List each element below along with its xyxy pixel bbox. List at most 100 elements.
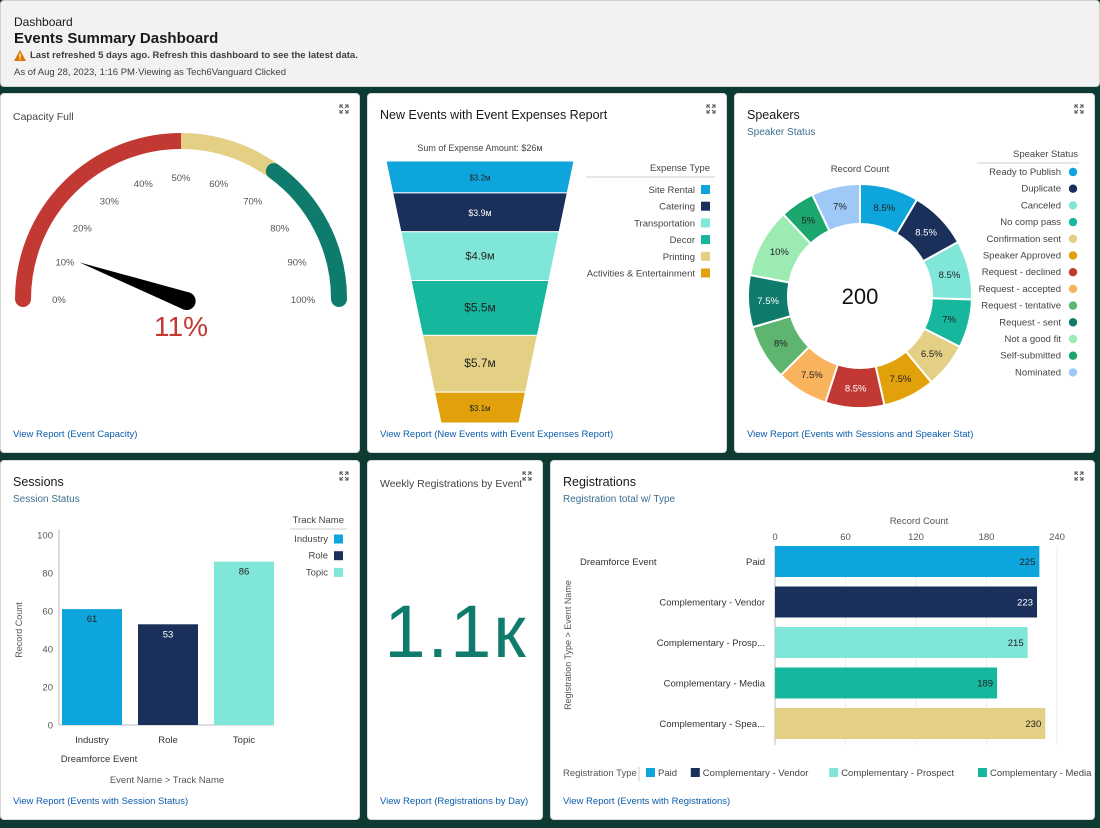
legend-item-label: Complementary - Prospect (841, 768, 954, 779)
legend-swatch (1068, 318, 1078, 327)
card-subtitle: Speaker Status (747, 127, 816, 138)
gauge-tick-label: 10% (55, 257, 75, 268)
donut-slice-label: 8.5% (845, 383, 867, 394)
legend-swatch (1068, 268, 1078, 277)
legend-swatch (1068, 351, 1078, 360)
legend-item-label: Activities & Entertainment (587, 269, 696, 280)
group-label: Dreamforce Event (580, 557, 657, 568)
legend-swatch (1068, 284, 1078, 294)
weekly-registrations-card: Weekly Registrations by Event 1.1к View … (367, 460, 543, 820)
legend-item-label: Printing (663, 252, 695, 263)
gauge-tick-label: 100% (291, 295, 316, 306)
warning-icon (14, 50, 26, 61)
legend-item-label: Industry (294, 534, 328, 545)
legend-swatch (1068, 201, 1078, 210)
expand-icon[interactable] (1074, 104, 1084, 114)
gauge-tick-label: 50% (171, 173, 191, 184)
registrations-card: Registrations Registration total w/ Type… (550, 460, 1095, 820)
y-tick-label: 0 (48, 721, 53, 732)
legend-item-label: Complementary - Media (990, 768, 1092, 779)
card-subtitle: Session Status (13, 494, 80, 505)
dashboard-header: Dashboard Events Summary Dashboard Last … (0, 0, 1100, 87)
y-axis-label: Record Count (14, 602, 24, 658)
bar (138, 624, 198, 725)
card-title: Sessions (13, 475, 64, 489)
donut-slice-label: 8.5% (915, 227, 937, 238)
view-report-link[interactable]: View Report (Event Capacity) (13, 429, 138, 440)
gauge-needle (79, 262, 190, 310)
registrations-bar-chart: Record Count 0 60 120 180 240 Registration Typ… (563, 516, 1092, 781)
warning-text: Last refreshed 5 days ago. Refresh this … (30, 50, 358, 61)
y-tick-label: 80 (42, 569, 53, 580)
legend-item-label: Request - accepted (979, 284, 1061, 295)
legend-item-label: Decor (670, 235, 695, 246)
expand-icon[interactable] (1074, 471, 1084, 481)
view-report-link[interactable]: View Report (Registrations by Day) (380, 796, 529, 807)
legend-swatch (1068, 368, 1078, 377)
gauge-tick-label: 0% (52, 295, 66, 306)
bar-value-label: 53 (163, 629, 174, 640)
sessions-card: Sessions Session Status 0 20 40 60 80 100 Reco… (0, 460, 360, 820)
metric-value: 1.1к (384, 590, 528, 673)
view-report-link[interactable]: View Report (Events with Registrations) (563, 796, 731, 807)
page-title: Events Summary Dashboard (14, 30, 219, 47)
card-title: New Events with Event Expenses Report (380, 108, 608, 122)
donut-slice-label: 7.5% (757, 296, 779, 307)
funnel-segment-label: $3.9м (468, 208, 491, 218)
y-axis-label: Registration Type > Event Name (563, 580, 573, 710)
y-tick-label: 20 (42, 683, 53, 694)
x-tick-label: Topic (233, 735, 255, 746)
view-report-link[interactable]: View Report (New Events with Event Expen… (380, 429, 614, 440)
card-title: Capacity Full (13, 111, 74, 123)
legend-swatch (829, 768, 839, 777)
gauge-band (180, 133, 279, 178)
funnel-sum-label: Sum of Expense Amount: $26м (417, 143, 542, 153)
x-axis-label: Event Name > Track Name (110, 775, 224, 786)
legend-swatch (690, 768, 700, 777)
legend-item-label: Paid (658, 768, 677, 779)
refresh-warning: Last refreshed 5 days ago. Refresh this … (14, 50, 1086, 61)
x-tick-label: Role (158, 735, 178, 746)
breadcrumb[interactable]: Dashboard (14, 15, 73, 29)
gauge-band (265, 163, 347, 307)
donut-slice-label: 7% (833, 202, 847, 213)
capacity-gauge: 0% 10% 20% 30% 40% 50% 60% 70% 80% 90% 100% 11% (15, 133, 347, 342)
gauge-tick-label: 30% (100, 196, 120, 207)
expand-icon[interactable] (706, 104, 716, 114)
expand-icon[interactable] (522, 471, 532, 481)
legend-item-label: Transportation (634, 218, 695, 229)
expand-icon[interactable] (339, 104, 349, 114)
legend-swatch (701, 235, 710, 245)
y-tick-label: Paid (746, 557, 765, 568)
card-title: Weekly Registrations by Event (380, 478, 523, 490)
view-report-link[interactable]: View Report (Events with Sessions and Sp… (747, 429, 974, 440)
donut-slice (810, 182, 861, 233)
as-of-text: As of Aug 28, 2023, 1:16 PM·Viewing as T… (14, 67, 286, 78)
legend-swatch (978, 768, 987, 777)
funnel-segment-label: $5.5м (464, 300, 496, 314)
x-tick-label: Industry (75, 735, 109, 746)
legend-item-label: Complementary - Vendor (703, 768, 809, 779)
expand-icon[interactable] (339, 471, 349, 481)
x-tick-label: 0 (772, 532, 777, 543)
bar-value-label: 230 (1025, 719, 1041, 730)
x-tick-label: 60 (840, 532, 851, 543)
legend-item-label: Request - sent (999, 317, 1061, 328)
legend-item-label: Catering (659, 202, 695, 213)
view-report-link[interactable]: View Report (Events with Session Status) (13, 796, 189, 807)
gauge-band (15, 133, 189, 307)
legend-swatch (701, 268, 710, 278)
legend-swatch (1068, 217, 1078, 227)
legend-title: Registration Type (563, 768, 637, 779)
legend-item-label: Request - tentative (981, 301, 1061, 312)
y-tick-label: Complementary - Media (664, 679, 766, 690)
legend-item-label: Topic (306, 567, 328, 578)
legend-swatch (1068, 251, 1078, 260)
donut-slice-label: 8% (774, 338, 788, 349)
y-tick-label: Complementary - Vendor (659, 598, 765, 609)
legend-item-label: Nominated (1015, 367, 1061, 378)
gauge-tick-label: 80% (270, 223, 290, 234)
funnel-segment (433, 391, 527, 424)
funnel-segment-label: $3.2м (469, 173, 490, 182)
legend-item-label: Canceled (1021, 200, 1061, 211)
